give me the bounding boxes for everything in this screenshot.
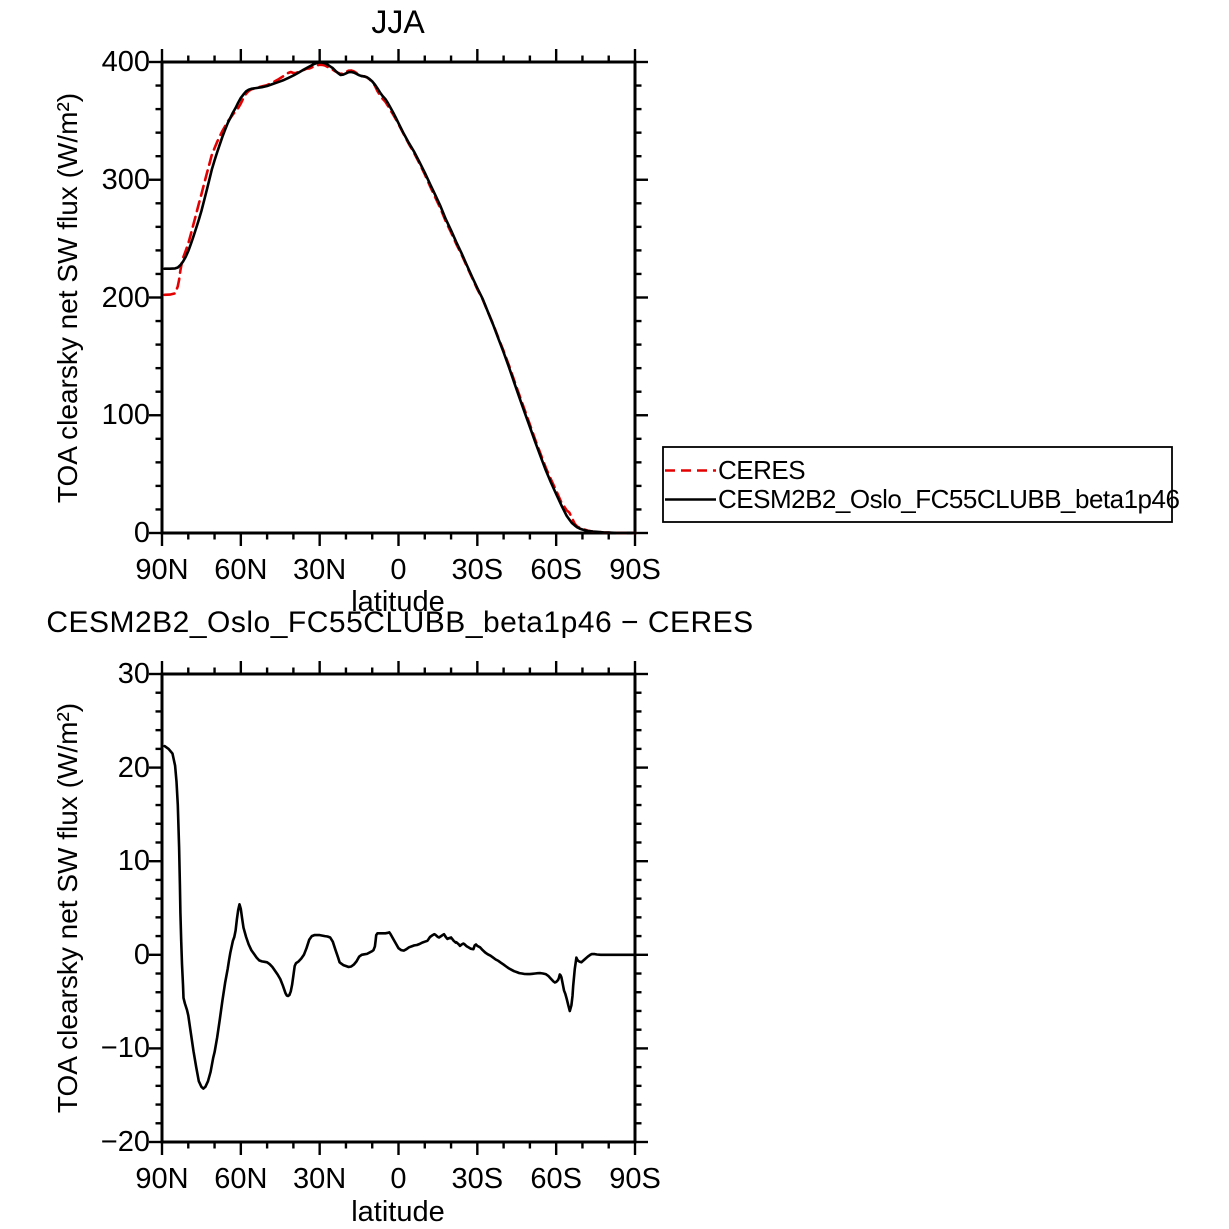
model-line-diff <box>163 744 637 1090</box>
panel1-x-tick-label: 30N <box>293 554 347 586</box>
panel1-y-tick-label: 200 <box>101 281 150 314</box>
panel1-title: JJA <box>371 4 425 40</box>
panel2-y-tick-label: 20 <box>117 751 150 784</box>
panel2-yaxis-label: TOA clearsky net SW flux (W/m²) <box>52 702 83 1114</box>
panel1-y-tick-label: 100 <box>101 399 150 432</box>
panel1-y-tick-label: 300 <box>101 163 150 196</box>
legend-box <box>662 446 1173 523</box>
panel2-x-tick-label: 0 <box>390 1163 407 1195</box>
ceres-line <box>163 63 637 535</box>
panel1-y-tick-label: 0 <box>133 517 150 549</box>
legend-label-model: CESM2B2_Oslo_FC55CLUBB_beta1p46 <box>718 484 1180 514</box>
panel2-title: CESM2B2_Oslo_FC55CLUBB_beta1p46 − CERES <box>46 606 754 639</box>
panel2-x-tick-label: 60N <box>214 1163 268 1195</box>
panel2-x-tick-label: 30N <box>293 1163 347 1195</box>
panel2-y-tick-label: −20 <box>100 1126 150 1158</box>
model-line <box>163 61 637 535</box>
panel2-y-tick-label: −10 <box>100 1032 150 1065</box>
legend-label-ceres: CERES <box>718 455 806 485</box>
panel1-x-tick-label: 0 <box>390 554 407 586</box>
panel2-y-tick-label: 10 <box>117 845 150 878</box>
panel1-x-tick-label: 60S <box>530 554 582 586</box>
panel2-x-tick-label: 90N <box>135 1163 189 1195</box>
panel2-x-tick-label: 90S <box>609 1163 661 1195</box>
panel2-xaxis-label: latitude <box>351 1196 445 1228</box>
panel2-frame <box>160 672 637 1144</box>
panel2-x-tick-label: 30S <box>451 1163 504 1195</box>
panel1-frame <box>160 60 637 535</box>
panel1-x-tick-label: 90N <box>135 554 189 586</box>
panel2-y-tick-label: 30 <box>117 658 150 690</box>
panel2-x-tick-label: 60S <box>530 1163 582 1195</box>
panel1-x-tick-label: 60N <box>214 554 268 586</box>
panel1-xaxis-label: latitude <box>351 586 445 618</box>
panel1-y-tick-label: 400 <box>101 46 150 78</box>
panel1-x-tick-label: 90S <box>609 554 661 586</box>
panel1-x-tick-label: 30S <box>451 554 504 586</box>
panel2-y-tick-label: 0 <box>133 938 150 971</box>
